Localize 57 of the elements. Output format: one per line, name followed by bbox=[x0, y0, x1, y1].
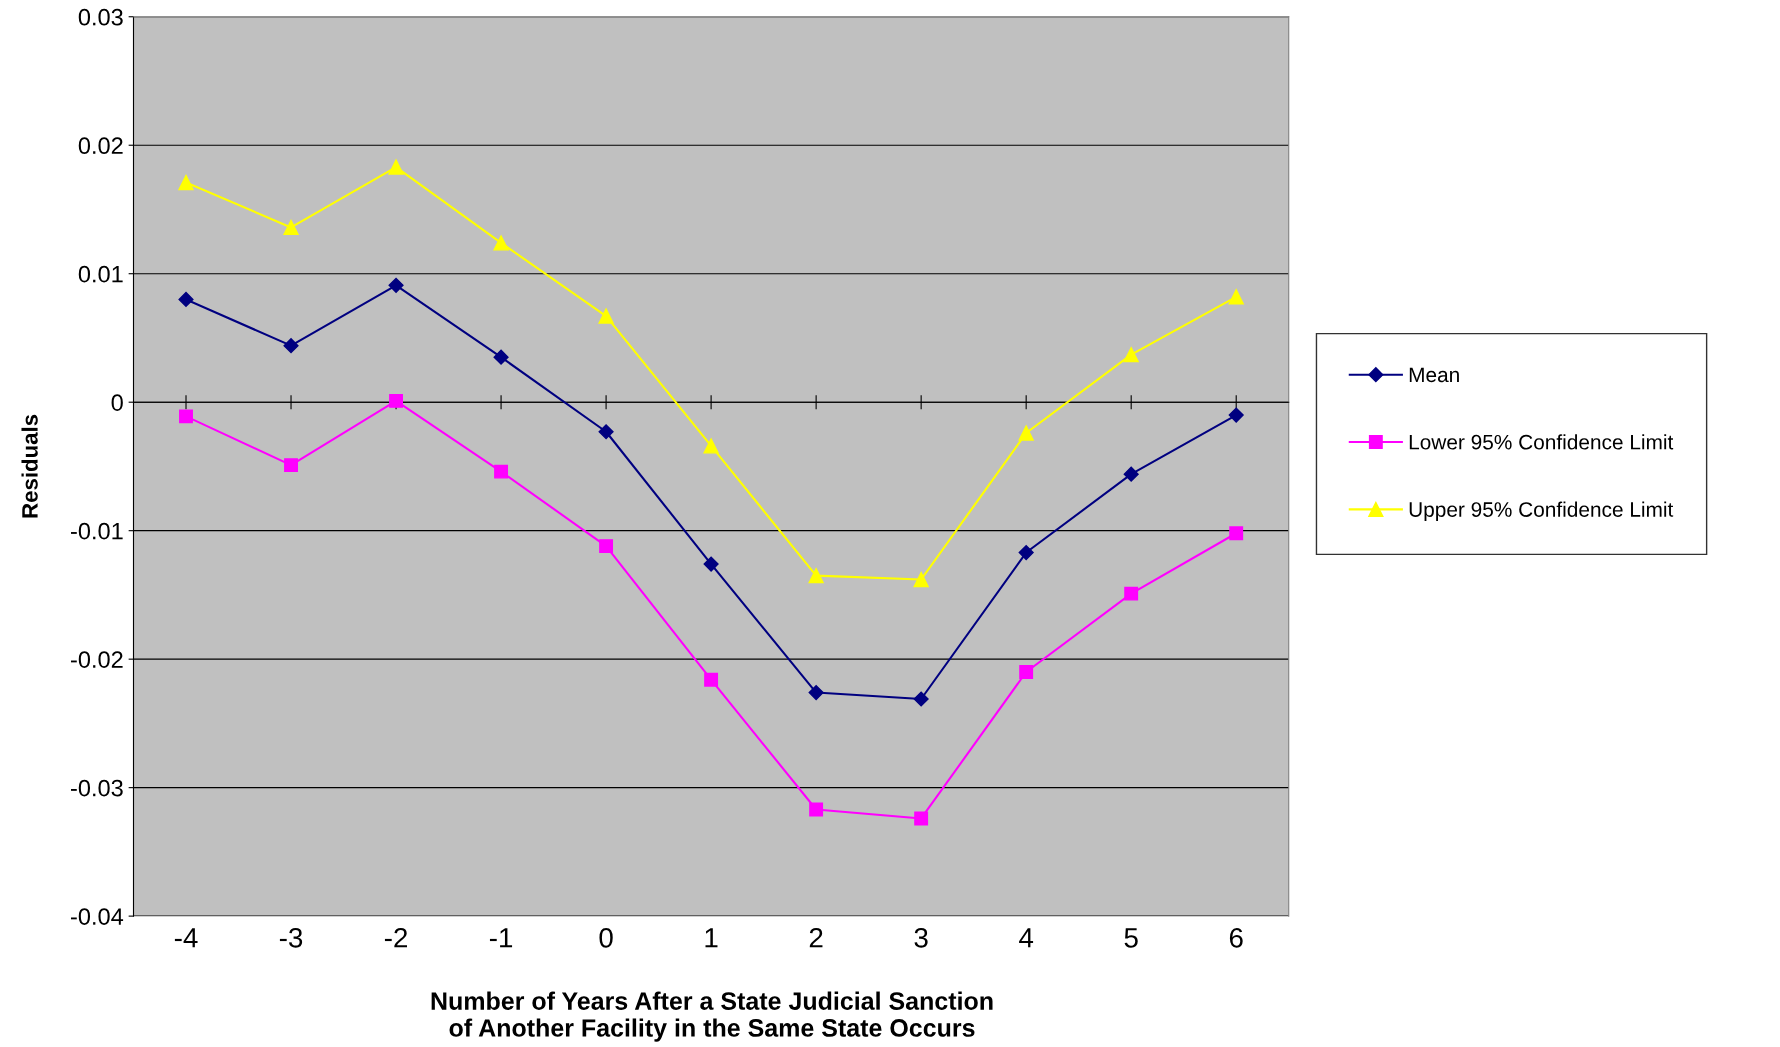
point bbox=[913, 691, 929, 707]
x-tick-label: 1 bbox=[705, 928, 718, 948]
point bbox=[178, 291, 194, 307]
point bbox=[493, 235, 509, 251]
point bbox=[494, 464, 509, 479]
legend-label: Upper 95% Confidence Limit bbox=[1409, 501, 1674, 521]
point bbox=[599, 539, 614, 554]
y-tick-label: 0.02 bbox=[78, 137, 123, 155]
point bbox=[388, 159, 404, 175]
x-tick-label: -2 bbox=[384, 927, 408, 948]
point bbox=[1228, 407, 1244, 423]
y-tick-label: 0.03 bbox=[78, 8, 123, 26]
point bbox=[808, 568, 824, 584]
y-tick-label: -0.04 bbox=[71, 908, 124, 925]
x-tick-label: 2 bbox=[809, 927, 823, 948]
y-tick-label: -0.02 bbox=[71, 651, 123, 668]
point bbox=[179, 409, 193, 424]
point bbox=[913, 571, 929, 588]
x-tick-label: 0 bbox=[599, 927, 613, 948]
point bbox=[178, 174, 194, 191]
point bbox=[283, 219, 299, 236]
y-axis-title: Residuals bbox=[21, 414, 38, 518]
x-tick-label: 4 bbox=[1019, 928, 1034, 948]
point bbox=[703, 438, 719, 454]
x-axis-title: Number of Years After a State Judicial Sanction of Another Facility in the Same State Occurs bbox=[431, 991, 993, 1042]
point bbox=[914, 811, 929, 826]
x-tick-label: 6 bbox=[1229, 927, 1243, 948]
point bbox=[283, 338, 299, 354]
point bbox=[1018, 544, 1034, 561]
point bbox=[1229, 526, 1244, 541]
point bbox=[598, 308, 614, 324]
point bbox=[493, 349, 509, 365]
y-tick-label: -0.03 bbox=[71, 779, 123, 797]
y-tick-label: 0 bbox=[111, 394, 123, 411]
point bbox=[703, 556, 719, 572]
y-tick-label: -0.01 bbox=[71, 522, 123, 540]
point bbox=[809, 802, 824, 817]
point bbox=[1019, 665, 1034, 679]
legend-label: Lower 95% Confidence Limit bbox=[1409, 434, 1674, 450]
point bbox=[704, 672, 719, 687]
x-tick-label: 5 bbox=[1124, 928, 1138, 948]
x-tick-label: -1 bbox=[489, 928, 513, 948]
x-tick-label: -4 bbox=[174, 928, 198, 948]
point bbox=[1123, 347, 1139, 363]
point bbox=[598, 424, 614, 440]
point bbox=[284, 458, 298, 473]
point bbox=[1124, 586, 1139, 601]
point bbox=[388, 277, 404, 293]
point bbox=[389, 393, 403, 408]
point bbox=[1018, 425, 1034, 441]
point bbox=[1228, 289, 1244, 305]
point bbox=[808, 684, 824, 701]
y-tick-label: 0.01 bbox=[78, 265, 123, 283]
point bbox=[1123, 466, 1139, 482]
x-tick-label: 3 bbox=[914, 927, 928, 948]
legend-label: Mean bbox=[1409, 367, 1459, 383]
x-tick-label: -3 bbox=[279, 927, 303, 948]
